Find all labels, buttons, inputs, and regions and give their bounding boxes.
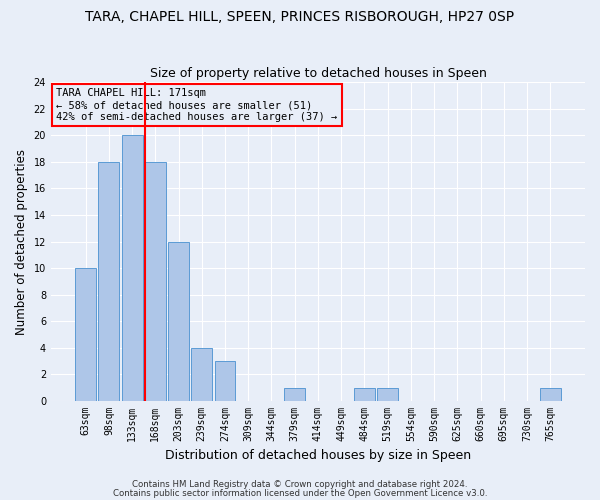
Bar bbox=[377, 388, 398, 401]
Text: TARA CHAPEL HILL: 171sqm
← 58% of detached houses are smaller (51)
42% of semi-d: TARA CHAPEL HILL: 171sqm ← 58% of detach… bbox=[56, 88, 338, 122]
Bar bbox=[284, 388, 305, 401]
Bar bbox=[168, 242, 189, 401]
Bar bbox=[75, 268, 96, 401]
Bar bbox=[215, 361, 235, 401]
Bar bbox=[145, 162, 166, 401]
Bar bbox=[540, 388, 561, 401]
Bar bbox=[122, 135, 143, 401]
Bar bbox=[191, 348, 212, 401]
Bar bbox=[98, 162, 119, 401]
Title: Size of property relative to detached houses in Speen: Size of property relative to detached ho… bbox=[149, 66, 487, 80]
Text: TARA, CHAPEL HILL, SPEEN, PRINCES RISBOROUGH, HP27 0SP: TARA, CHAPEL HILL, SPEEN, PRINCES RISBOR… bbox=[85, 10, 515, 24]
Text: Contains HM Land Registry data © Crown copyright and database right 2024.: Contains HM Land Registry data © Crown c… bbox=[132, 480, 468, 489]
X-axis label: Distribution of detached houses by size in Speen: Distribution of detached houses by size … bbox=[165, 450, 471, 462]
Bar bbox=[354, 388, 375, 401]
Text: Contains public sector information licensed under the Open Government Licence v3: Contains public sector information licen… bbox=[113, 488, 487, 498]
Y-axis label: Number of detached properties: Number of detached properties bbox=[15, 148, 28, 334]
